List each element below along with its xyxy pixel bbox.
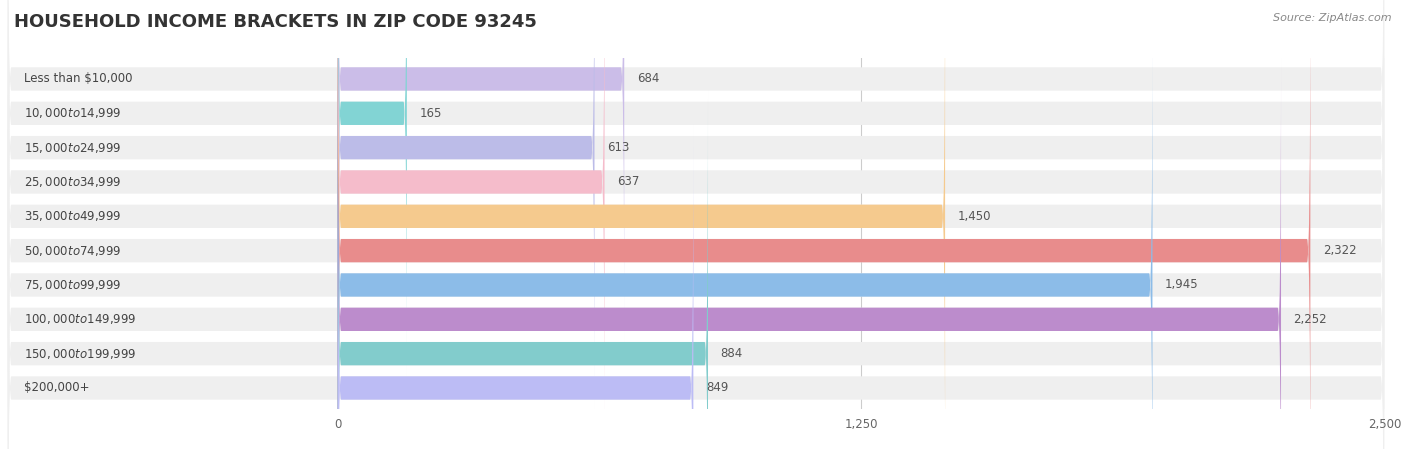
Text: HOUSEHOLD INCOME BRACKETS IN ZIP CODE 93245: HOUSEHOLD INCOME BRACKETS IN ZIP CODE 93… [14,13,537,31]
Text: Less than $10,000: Less than $10,000 [24,72,132,85]
Text: 684: 684 [637,72,659,85]
Text: $75,000 to $99,999: $75,000 to $99,999 [24,278,121,292]
FancyBboxPatch shape [337,125,693,449]
FancyBboxPatch shape [337,0,945,449]
Text: $200,000+: $200,000+ [24,382,89,395]
Text: 2,252: 2,252 [1294,313,1327,326]
FancyBboxPatch shape [8,0,1384,342]
FancyBboxPatch shape [337,0,595,411]
FancyBboxPatch shape [8,0,1384,449]
FancyBboxPatch shape [337,0,1310,449]
Text: 1,450: 1,450 [957,210,991,223]
FancyBboxPatch shape [337,56,1281,449]
FancyBboxPatch shape [337,0,605,445]
Text: $100,000 to $149,999: $100,000 to $149,999 [24,313,136,326]
Text: $25,000 to $34,999: $25,000 to $34,999 [24,175,121,189]
FancyBboxPatch shape [337,91,709,449]
FancyBboxPatch shape [337,22,1153,449]
FancyBboxPatch shape [8,0,1384,411]
FancyBboxPatch shape [8,0,1384,449]
FancyBboxPatch shape [8,91,1384,449]
FancyBboxPatch shape [337,0,406,376]
Text: $15,000 to $24,999: $15,000 to $24,999 [24,141,121,154]
FancyBboxPatch shape [8,22,1384,449]
FancyBboxPatch shape [8,0,1384,445]
FancyBboxPatch shape [8,0,1384,376]
FancyBboxPatch shape [337,0,624,342]
FancyBboxPatch shape [8,125,1384,449]
Text: $50,000 to $74,999: $50,000 to $74,999 [24,244,121,258]
Text: 637: 637 [617,176,640,189]
Text: 884: 884 [720,347,742,360]
Text: 1,945: 1,945 [1166,278,1199,291]
Text: Source: ZipAtlas.com: Source: ZipAtlas.com [1274,13,1392,23]
Text: 849: 849 [706,382,728,395]
Text: 165: 165 [419,107,441,120]
FancyBboxPatch shape [8,56,1384,449]
Text: 613: 613 [607,141,630,154]
Text: $10,000 to $14,999: $10,000 to $14,999 [24,106,121,120]
Text: 2,322: 2,322 [1323,244,1357,257]
Text: $150,000 to $199,999: $150,000 to $199,999 [24,347,136,361]
Text: $35,000 to $49,999: $35,000 to $49,999 [24,209,121,223]
